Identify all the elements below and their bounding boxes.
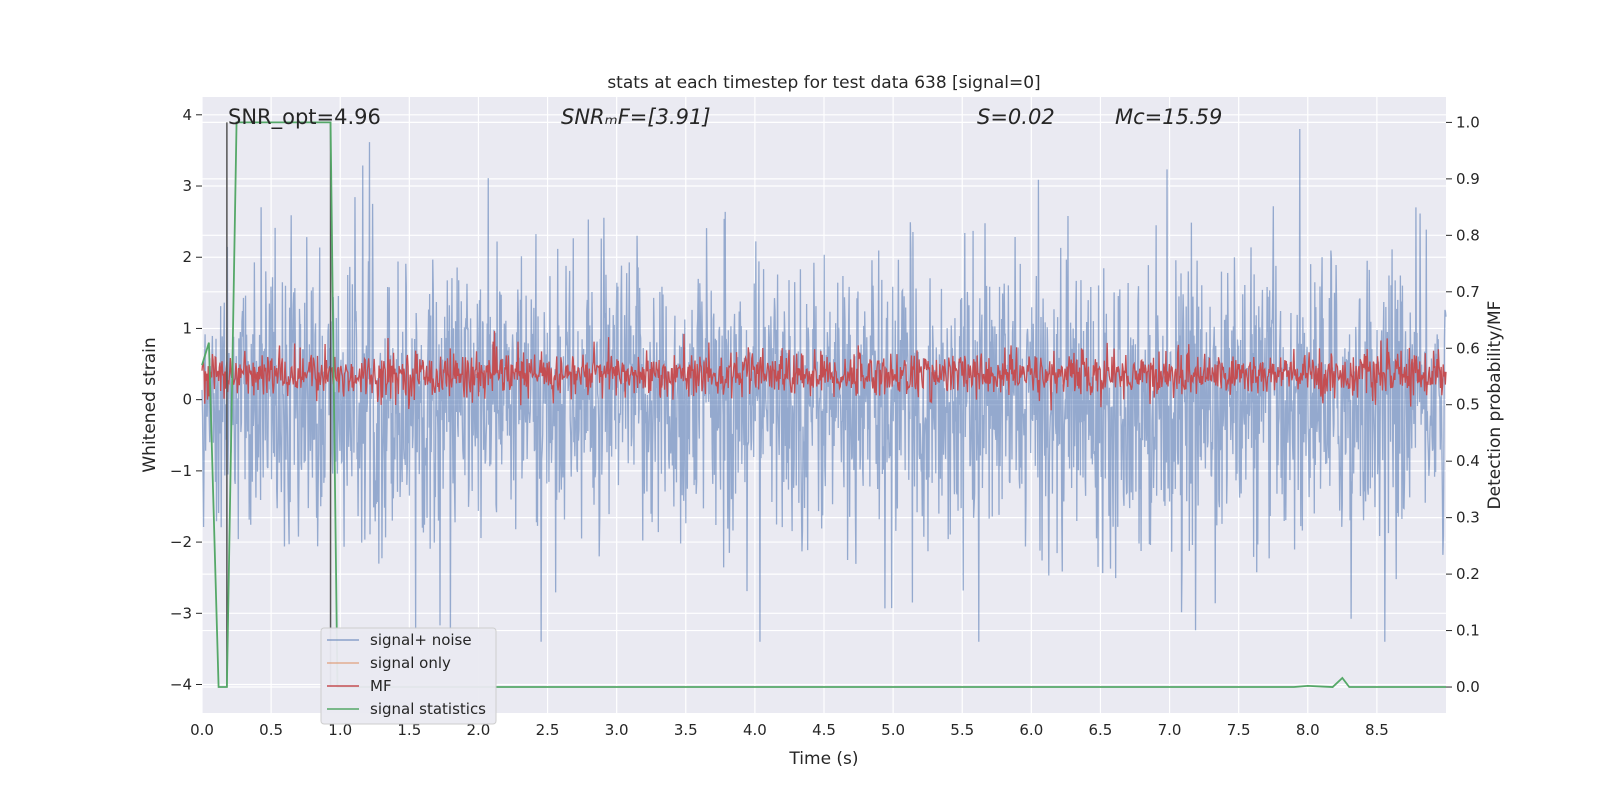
y-tick-label: 2 xyxy=(182,248,192,266)
y-right-tick-label: 0.0 xyxy=(1456,678,1480,696)
y-tick-label: −1 xyxy=(170,462,192,480)
x-tick-label: 1.5 xyxy=(397,721,421,739)
y-tick-label: −3 xyxy=(170,604,192,622)
y-tick-label: 1 xyxy=(182,319,192,337)
y-right-tick-label: 0.5 xyxy=(1456,396,1480,414)
y-right-tick-label: 0.2 xyxy=(1456,565,1480,583)
x-axis-label: Time (s) xyxy=(788,749,858,769)
y-tick-label: 4 xyxy=(182,106,192,124)
chart-title: stats at each timestep for test data 638… xyxy=(607,73,1040,93)
x-tick-label: 7.5 xyxy=(1227,721,1251,739)
y-right-tick-label: 1.0 xyxy=(1456,113,1480,131)
mf-series-layer xyxy=(201,331,1447,411)
y-tick-layer: 4 3 2 1 0 −1 −2 −3 −4 xyxy=(170,106,202,694)
x-tick-label: 1.0 xyxy=(328,721,352,739)
y-right-tick-layer: 1.0 0.9 0.8 0.7 0.6 0.5 0.4 0.3 0.2 0.1 0.0 xyxy=(1446,113,1480,696)
x-tick-label: 5.5 xyxy=(950,721,974,739)
legend-box xyxy=(320,627,497,725)
y-right-tick-label: 0.7 xyxy=(1456,283,1480,301)
x-tick-label: 2.5 xyxy=(536,721,560,739)
x-tick-label: 4.5 xyxy=(812,721,836,739)
y-right-tick-label: 0.8 xyxy=(1456,226,1480,244)
annotation-s-value: S=0.02 xyxy=(977,105,1055,129)
annotation-mc-value: Mc=15.59 xyxy=(1115,105,1222,129)
x-tick-label: 7.0 xyxy=(1158,721,1182,739)
y-tick-label: −4 xyxy=(170,676,192,694)
x-tick-label: 8.5 xyxy=(1365,721,1389,739)
x-tick-label: 0.0 xyxy=(190,721,214,739)
mf-line xyxy=(201,331,1447,411)
y-right-tick-label: 0.1 xyxy=(1456,622,1480,640)
x-tick-layer: 0.0 0.5 1.0 1.5 2.0 2.5 3.0 3.5 4.0 4.5 5.0 5.5 6.0 6… xyxy=(190,721,1389,739)
y-axis-label: Whitened strain xyxy=(140,337,160,472)
legend-label-signal-noise: signal+ noise xyxy=(370,631,472,649)
x-tick-label: 2.0 xyxy=(467,721,491,739)
marker-layer xyxy=(226,122,332,688)
y-right-axis-label: Detection probability/MF xyxy=(1485,301,1505,510)
y-right-tick-label: 0.3 xyxy=(1456,509,1480,527)
y-right-tick-label: 0.4 xyxy=(1456,452,1480,470)
x-tick-label: 8.0 xyxy=(1296,721,1320,739)
y-right-tick-label: 0.9 xyxy=(1456,170,1480,188)
x-tick-label: 5.0 xyxy=(881,721,905,739)
annotation-snr-mf: SNRₘF=[3.91] xyxy=(561,105,711,129)
x-tick-label: 3.0 xyxy=(605,721,629,739)
y-tick-label: 0 xyxy=(182,391,192,409)
x-tick-label: 3.5 xyxy=(674,721,698,739)
legend-label-signal-only: signal only xyxy=(370,654,451,672)
legend-label-mf: MF xyxy=(370,677,392,695)
x-tick-label: 6.0 xyxy=(1019,721,1043,739)
y-tick-label: −2 xyxy=(170,533,192,551)
x-tick-label: 4.0 xyxy=(743,721,767,739)
x-tick-label: 6.5 xyxy=(1089,721,1113,739)
legend-label-signal-statistics: signal statistics xyxy=(370,700,486,718)
y-right-tick-label: 0.6 xyxy=(1456,339,1480,357)
legend: signal+ noise signal only MF signal stat… xyxy=(320,627,497,725)
annotation-snr-opt: SNR_opt=4.96 xyxy=(228,105,381,130)
y-tick-label: 3 xyxy=(182,177,192,195)
x-tick-label: 0.5 xyxy=(259,721,283,739)
